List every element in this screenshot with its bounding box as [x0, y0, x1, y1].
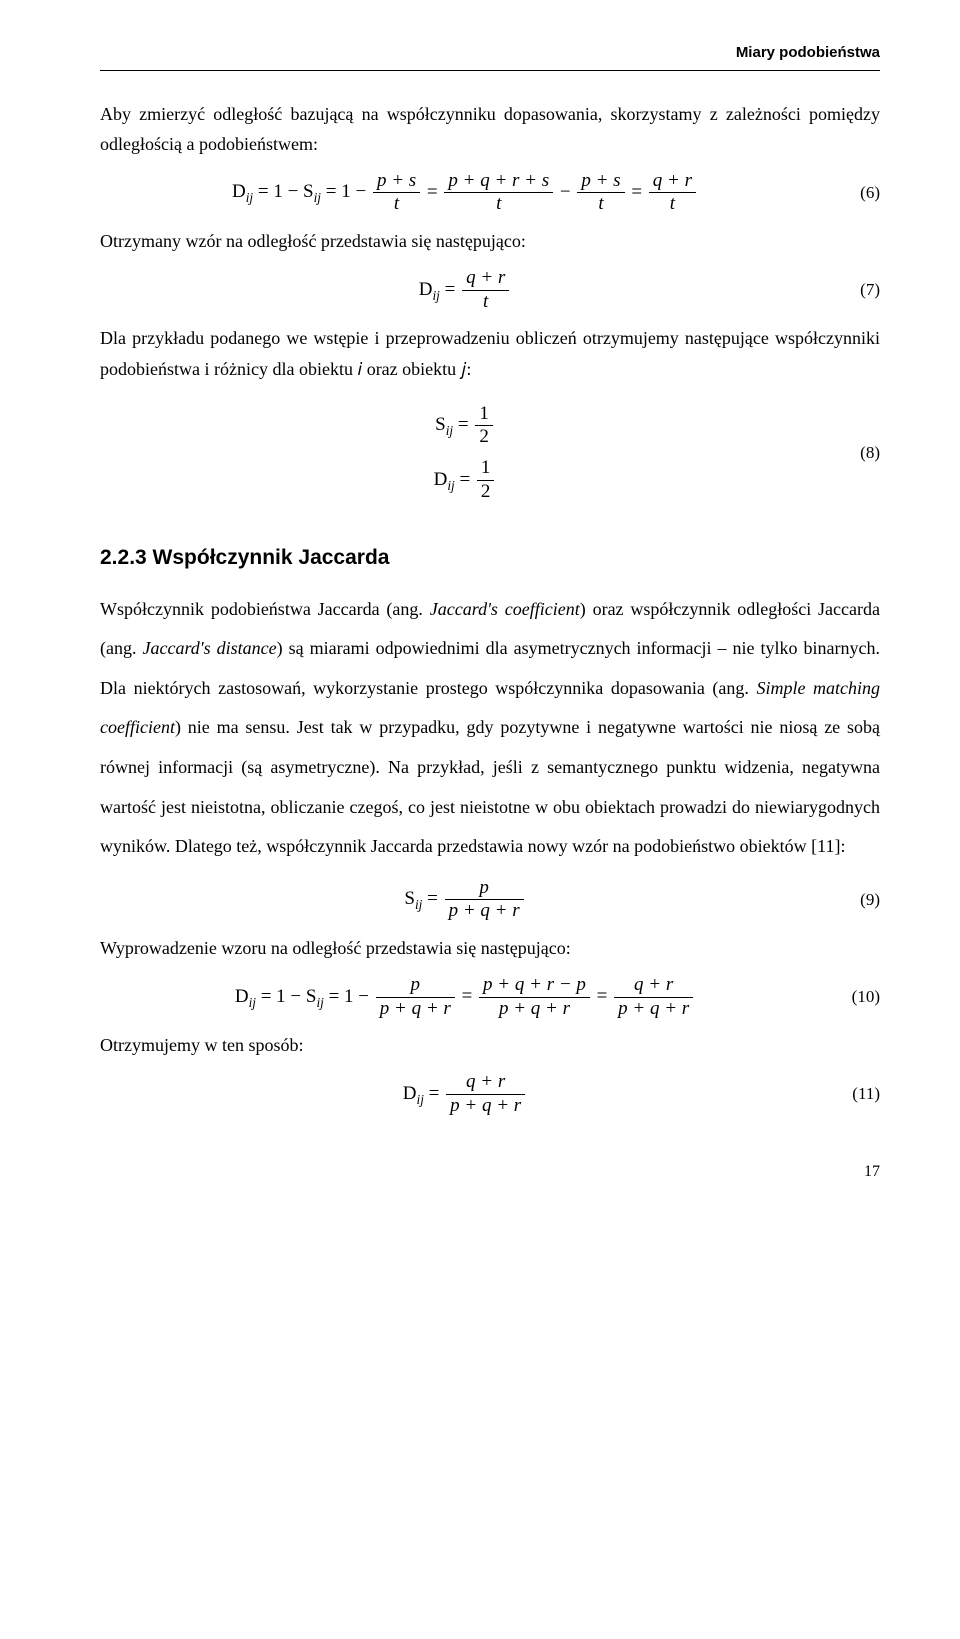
eq7-number: (7) [830, 276, 880, 305]
paragraph-5: Wyprowadzenie wzoru na odległość przedst… [100, 933, 880, 964]
paragraph-6: Otrzymujemy w ten sposób: [100, 1030, 880, 1061]
paragraph-1: Aby zmierzyć odległość bazującą na współ… [100, 99, 880, 160]
eq8-number: (8) [830, 439, 880, 468]
section-heading: 2.2.3 Współczynnik Jaccarda [100, 540, 880, 576]
equation-8: Sij = 12 Dij = 12 (8) [100, 395, 880, 512]
eq10-number: (10) [830, 983, 880, 1012]
equation-11: Dij = q + rp + q + r (11) [100, 1071, 880, 1118]
chapter-header: Miary podobieństwa [100, 40, 880, 66]
equation-10: Dij = 1 − Sij = 1 − pp + q + r = p + q +… [100, 974, 880, 1021]
eq11-number: (11) [830, 1080, 880, 1109]
eq6-lhs: Dij = 1 − Sij = 1 − [232, 181, 371, 202]
equation-6: Dij = 1 − Sij = 1 − p + st = p + q + r +… [100, 170, 880, 217]
page-number: 17 [100, 1158, 880, 1185]
paragraph-4: Współczynnik podobieństwa Jaccarda (ang.… [100, 590, 880, 867]
eq6-number: (6) [830, 179, 880, 208]
equation-9: Sij = pp + q + r (9) [100, 877, 880, 924]
eq9-number: (9) [830, 886, 880, 915]
paragraph-3: Dla przykładu podanego we wstępie i prze… [100, 323, 880, 384]
header-rule [100, 70, 880, 71]
equation-7: Dij = q + rt (7) [100, 267, 880, 314]
paragraph-2: Otrzymany wzór na odległość przedstawia … [100, 226, 880, 257]
